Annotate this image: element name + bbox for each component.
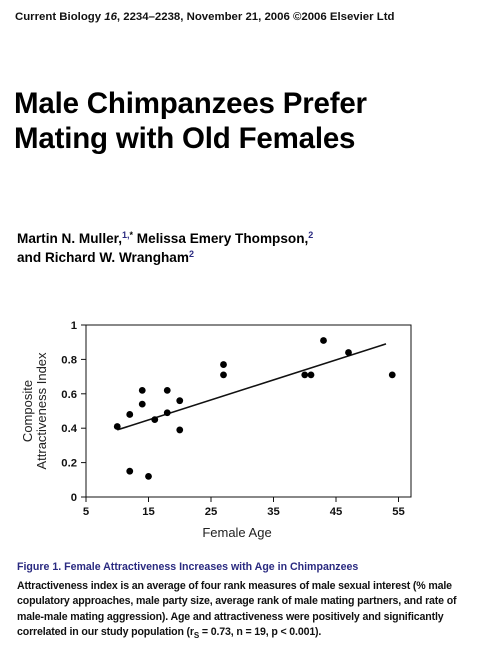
author-list: Martin N. Muller,1,* Melissa Emery Thomp… xyxy=(17,229,313,267)
author-name: Martin N. Muller, xyxy=(17,231,122,246)
data-point xyxy=(138,386,146,394)
y-axis-label-line-1: Composite xyxy=(20,380,35,442)
data-point xyxy=(176,397,184,405)
trend-line xyxy=(117,343,387,431)
data-point xyxy=(126,411,134,418)
author-affiliation[interactable]: 2 xyxy=(308,230,314,240)
x-tick-label: 15 xyxy=(142,506,155,518)
data-point xyxy=(320,337,327,344)
x-tick-label: 45 xyxy=(330,506,343,518)
data-point xyxy=(113,423,121,430)
data-point xyxy=(163,386,171,394)
y-tick-label: 1 xyxy=(71,320,77,332)
data-point xyxy=(388,371,396,379)
article-title-line-2: Mating with Old Females xyxy=(14,122,356,155)
x-tick-label: 25 xyxy=(205,506,218,518)
y-tick-label: 0.6 xyxy=(61,389,77,401)
data-point xyxy=(138,400,146,408)
data-point xyxy=(151,416,159,423)
author-name: and Richard W. Wrangham xyxy=(17,250,189,265)
author-name: Melissa Emery Thompson, xyxy=(133,231,309,246)
author-line-1: Martin N. Muller,1,* Melissa Emery Thomp… xyxy=(17,229,313,248)
author-affiliation[interactable]: 1, xyxy=(122,230,130,240)
y-tick-label: 0.4 xyxy=(61,423,77,435)
y-axis-label-line-2: Attractiveness Index xyxy=(34,352,49,470)
x-tick-label: 5 xyxy=(83,506,89,518)
journal-citation: Current Biology 16, 2234–2238, November … xyxy=(15,11,394,23)
data-point xyxy=(307,371,315,379)
figure-caption-text: Attractiveness index is an average of fo… xyxy=(17,579,457,641)
caption-body: Attractiveness index is an average of fo… xyxy=(17,579,457,639)
data-point xyxy=(145,472,152,480)
y-tick-label: 0.2 xyxy=(61,458,77,470)
figure-caption: Figure 1. Female Attractiveness Increase… xyxy=(17,560,479,641)
data-point xyxy=(220,361,227,368)
data-point xyxy=(163,409,171,417)
x-tick-label: 35 xyxy=(267,506,280,518)
caption-stats: = 0.73, n = 19, p < 0.001). xyxy=(199,626,322,639)
corresponding-author-star: * xyxy=(129,230,134,240)
article-title-line-1: Male Chimpanzees Prefer xyxy=(14,87,367,120)
stat-subscript: S xyxy=(193,631,200,641)
journal-volume: 16 xyxy=(104,11,117,23)
journal-name: Current Biology xyxy=(15,11,102,23)
y-tick-label: 0 xyxy=(71,492,77,504)
citation-details: , 2234–2238, November 21, 2006 ©2006 Els… xyxy=(116,11,395,23)
data-point xyxy=(176,426,184,434)
article-title: Male Chimpanzees Prefer Mating with Old … xyxy=(14,86,367,156)
x-tick-label: 55 xyxy=(392,506,405,518)
data-point xyxy=(126,467,134,475)
plot-frame xyxy=(85,324,412,498)
data-point xyxy=(301,371,309,379)
author-affiliation[interactable]: 2 xyxy=(188,249,194,259)
y-tick-label: 0.8 xyxy=(61,354,77,366)
author-line-2: and Richard W. Wrangham2 xyxy=(17,248,313,267)
figure-label: Figure 1. Female Attractiveness Increase… xyxy=(17,561,359,573)
x-axis-label: Female Age xyxy=(202,525,271,540)
data-point xyxy=(345,349,352,356)
data-point xyxy=(220,371,227,379)
plot-area: 5 15 25 35 45 55 0 0.2 0.4 0.6 0.8 1 xyxy=(61,320,412,518)
